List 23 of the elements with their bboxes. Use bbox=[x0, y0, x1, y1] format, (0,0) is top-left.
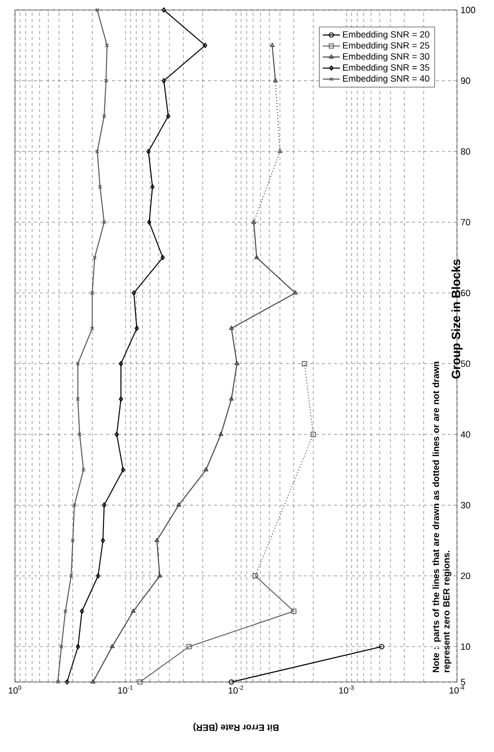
legend-label: Embedding SNR = 30 bbox=[343, 53, 430, 62]
y-tick-label: 80 bbox=[460, 148, 470, 155]
y-tick-label: 70 bbox=[460, 219, 470, 226]
y-tick-label: 40 bbox=[460, 431, 470, 438]
legend-label: Embedding SNR = 20 bbox=[343, 30, 430, 40]
y-tick-label: 100 bbox=[461, 6, 476, 14]
y-tick-label: 5 bbox=[460, 678, 466, 686]
x-tick-label: 10$^{-2}$ bbox=[228, 686, 244, 694]
x-tick-label: 10$^{-3}$ bbox=[339, 686, 354, 694]
legend-label: Embedding SNR = 25 bbox=[343, 42, 430, 50]
legend-label: Embedding SNR = 35 bbox=[343, 64, 430, 72]
x-tick-label: 10$^{0}$ bbox=[8, 686, 22, 694]
x-axis-title: Bit Error Rate (BER) bbox=[193, 722, 278, 732]
y-tick-label: 60 bbox=[460, 290, 470, 296]
x-tick-label: 10$^{-4}$ bbox=[450, 686, 464, 694]
y-tick-label: 50 bbox=[460, 360, 470, 367]
annotation: Note : parts of the lines that are drawn as dotted lines or are not drawn represent zero BER regions. bbox=[432, 362, 452, 672]
y-tick-label: 10 bbox=[461, 643, 470, 650]
y-tick-label: 30 bbox=[460, 502, 470, 508]
y-tick-label: 90 bbox=[460, 78, 470, 84]
x-tick-label: 10$^{-1}$ bbox=[118, 686, 133, 694]
legend-label: Embedding SNR = 40 bbox=[343, 75, 430, 84]
y-tick-label: 20 bbox=[460, 572, 470, 580]
